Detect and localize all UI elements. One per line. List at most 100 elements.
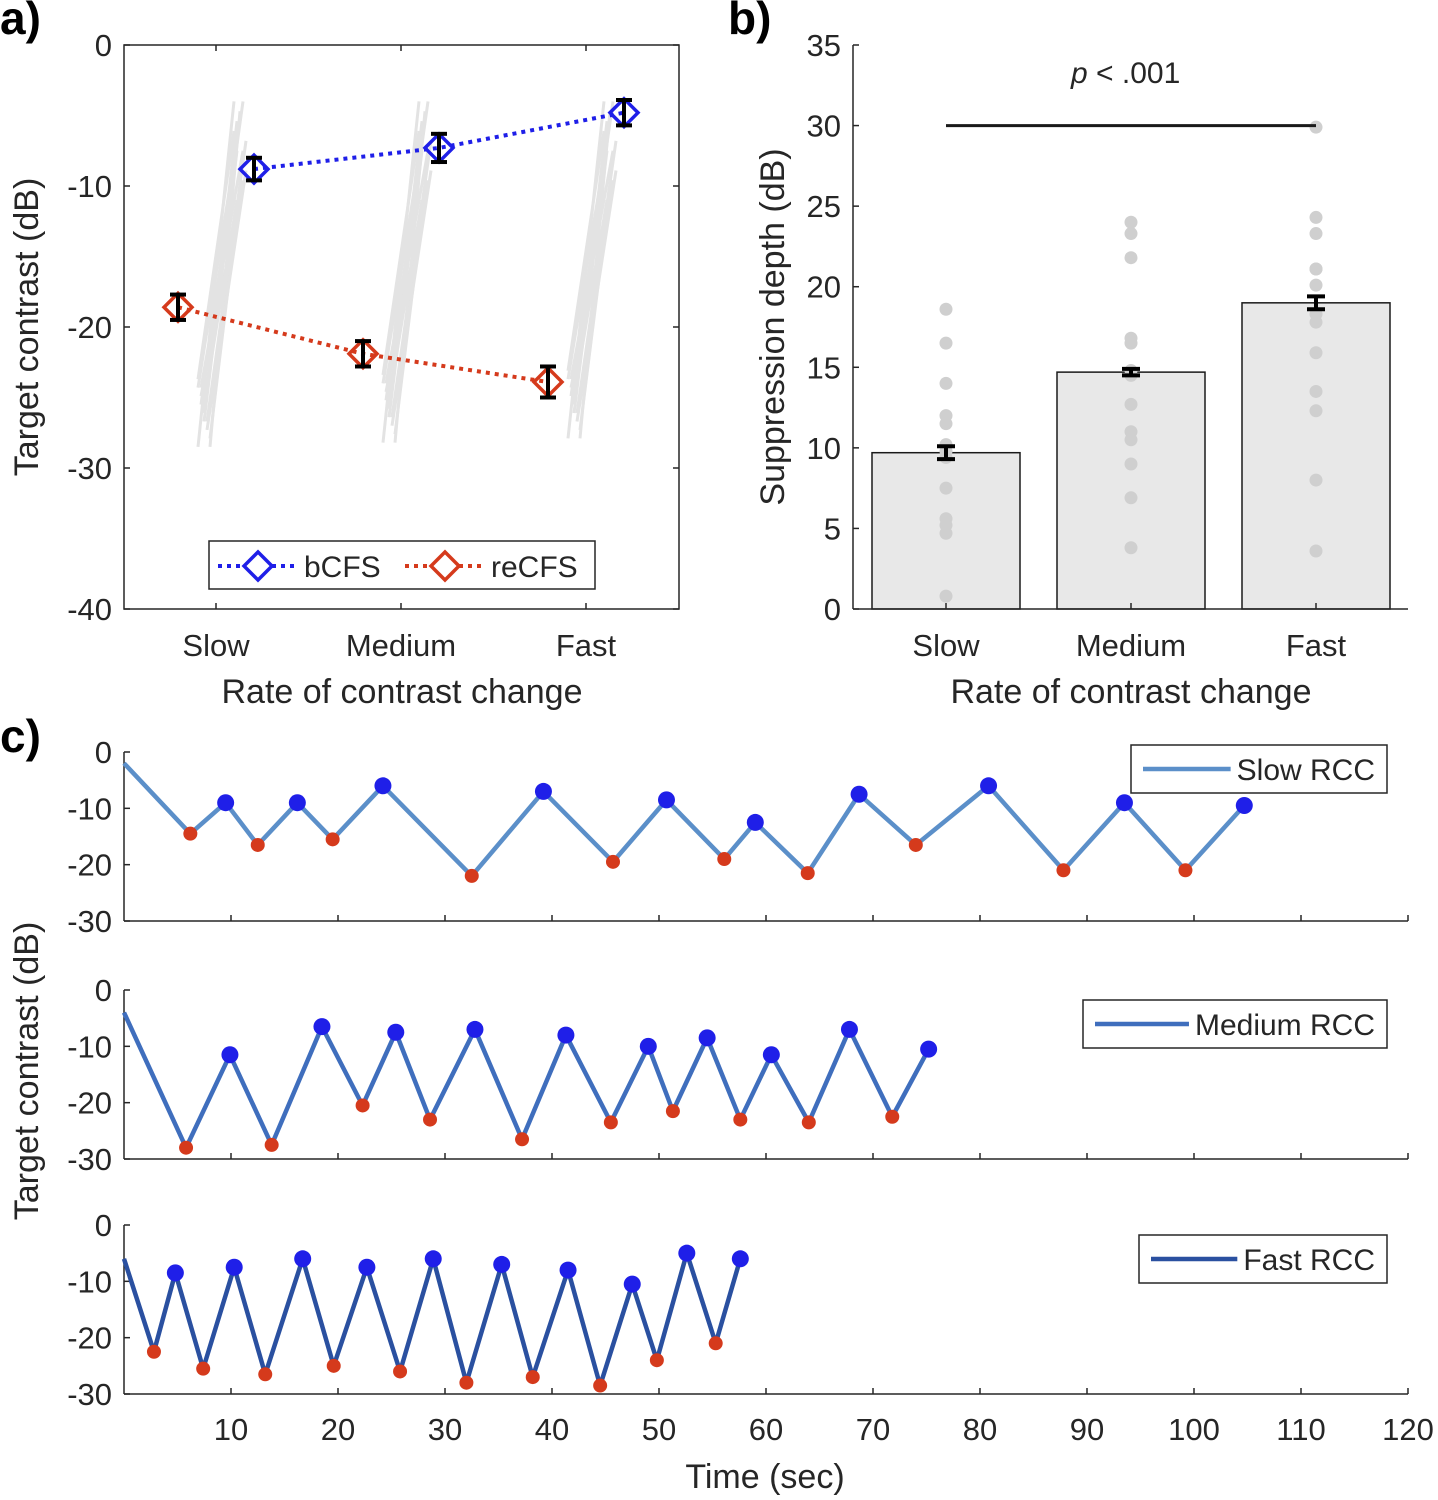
y-tick-label: 0 (95, 735, 112, 770)
y-tick-label: 0 (824, 592, 841, 627)
significance-label: p < .001 (1070, 57, 1180, 90)
suppression-point (355, 1098, 370, 1113)
legend-label: Slow RCC (1237, 754, 1375, 787)
panel-a-xlabel: Rate of contrast change (221, 673, 582, 711)
y-tick-label: -30 (67, 1142, 112, 1177)
suppression-point (179, 1140, 194, 1155)
y-tick-label: 0 (95, 973, 112, 1008)
x-tick-label: 70 (856, 1412, 890, 1447)
x-tick-label: Medium (346, 628, 456, 663)
breakthrough-point (374, 777, 392, 795)
y-tick-label: 10 (807, 431, 841, 466)
suppression-point (459, 1375, 474, 1390)
panel-b-xlabel: Rate of contrast change (950, 673, 1311, 711)
individual-point (1309, 404, 1323, 418)
suppression-point (885, 1109, 900, 1124)
y-tick-label: -20 (67, 848, 112, 883)
panel-b-marks: 0 5 10 15 20 25 30 35 Slow Medium Fast (807, 28, 1408, 663)
panel-b: b) 0 5 10 15 20 25 30 35 Slow Medium Fast Suppress… (728, 0, 1408, 711)
breakthrough-point (980, 777, 998, 795)
individual-point (1309, 315, 1323, 329)
x-tick-label: 60 (749, 1412, 783, 1447)
individual-segment (199, 101, 245, 405)
y-tick-label: 0 (95, 1208, 112, 1243)
breakthrough-point (639, 1037, 657, 1055)
bar-Medium (1056, 371, 1206, 610)
individual-segment (205, 140, 248, 422)
breakthrough-point (166, 1264, 184, 1282)
breakthrough-point (850, 785, 868, 803)
individual-point (939, 302, 953, 316)
individual-point (1309, 544, 1323, 558)
individual-point (1124, 491, 1138, 505)
breakthrough-point (1235, 797, 1253, 815)
legend-label: bCFS (304, 551, 381, 584)
individual-point (1124, 215, 1138, 229)
individual-segment (387, 150, 424, 418)
individual-point (939, 417, 953, 431)
panel-a-marks: 0 -10 -20 -30 -40 Slow Medium Fast bCFS reCFS (67, 28, 680, 663)
significance-p: p (1070, 57, 1088, 90)
suppression-point (264, 1137, 279, 1152)
x-tick-label: 50 (642, 1412, 676, 1447)
suppression-point (800, 866, 815, 881)
individual-point (939, 526, 953, 540)
x-tick-label: Medium (1076, 628, 1186, 663)
y-tick-label: -20 (67, 1321, 112, 1356)
individual-point (1309, 120, 1323, 134)
individual-point (1124, 227, 1138, 241)
breakthrough-point (217, 794, 235, 812)
individual-point (1309, 473, 1323, 487)
breakthrough-point (466, 1020, 484, 1038)
suppression-point (325, 832, 340, 847)
individual-segment (202, 150, 239, 422)
legend-label: reCFS (491, 551, 578, 584)
individual-point (939, 336, 953, 350)
suppression-point (733, 1112, 748, 1127)
suppression-point (1178, 863, 1193, 878)
legend-marker (428, 549, 462, 583)
individual-point (1124, 541, 1138, 555)
legend: bCFS reCFS (208, 540, 596, 590)
breakthrough-point (920, 1040, 938, 1058)
suppression-point (665, 1104, 680, 1119)
legend: Fast RCC (1138, 1234, 1388, 1284)
x-tick-label: 90 (1070, 1412, 1104, 1447)
x-tick-label: 120 (1382, 1412, 1434, 1447)
breakthrough-point (1115, 794, 1133, 812)
suppression-point (393, 1364, 408, 1379)
breakthrough-point (493, 1255, 511, 1273)
breakthrough-point (657, 791, 675, 809)
suppression-point (250, 837, 265, 852)
individual-segment (572, 150, 609, 414)
y-tick-label: 25 (807, 189, 841, 224)
panel-c: c) 0 -10 -20 -30 Slow RCC 0 -10 -20 -30 Medium RC… (0, 710, 1434, 1496)
individual-segment (569, 101, 615, 397)
suppression-point (801, 1115, 816, 1130)
breakthrough-point (559, 1261, 577, 1279)
individual-point (1124, 457, 1138, 471)
suppression-point (196, 1361, 211, 1376)
breakthrough-point (840, 1020, 858, 1038)
y-tick-label: -40 (67, 592, 112, 627)
individual-point (1124, 397, 1138, 411)
individual-segment (384, 101, 430, 401)
individual-point (1124, 251, 1138, 265)
individual-point (1309, 210, 1323, 224)
breakthrough-point (731, 1250, 749, 1268)
breakthrough-point (534, 782, 552, 800)
panel-c-ylabel: Target contrast (dB) (8, 922, 46, 1221)
y-tick-label: -20 (67, 1086, 112, 1121)
trace-line (121, 1250, 743, 1388)
panel-c-marks: 0 -10 -20 -30 Slow RCC 0 -10 -20 -30 Medium RCC 0 -… (67, 735, 1434, 1447)
individual-segment (390, 170, 433, 426)
breakthrough-point (678, 1244, 696, 1262)
suppression-point (464, 868, 479, 883)
subplot-Medium RCC: 0 -10 -20 -30 Medium RCC (67, 973, 1409, 1177)
breakthrough-point (387, 1023, 405, 1041)
suppression-point (258, 1367, 273, 1382)
y-tick-label: 0 (95, 28, 112, 63)
y-tick-label: -10 (67, 1264, 112, 1299)
